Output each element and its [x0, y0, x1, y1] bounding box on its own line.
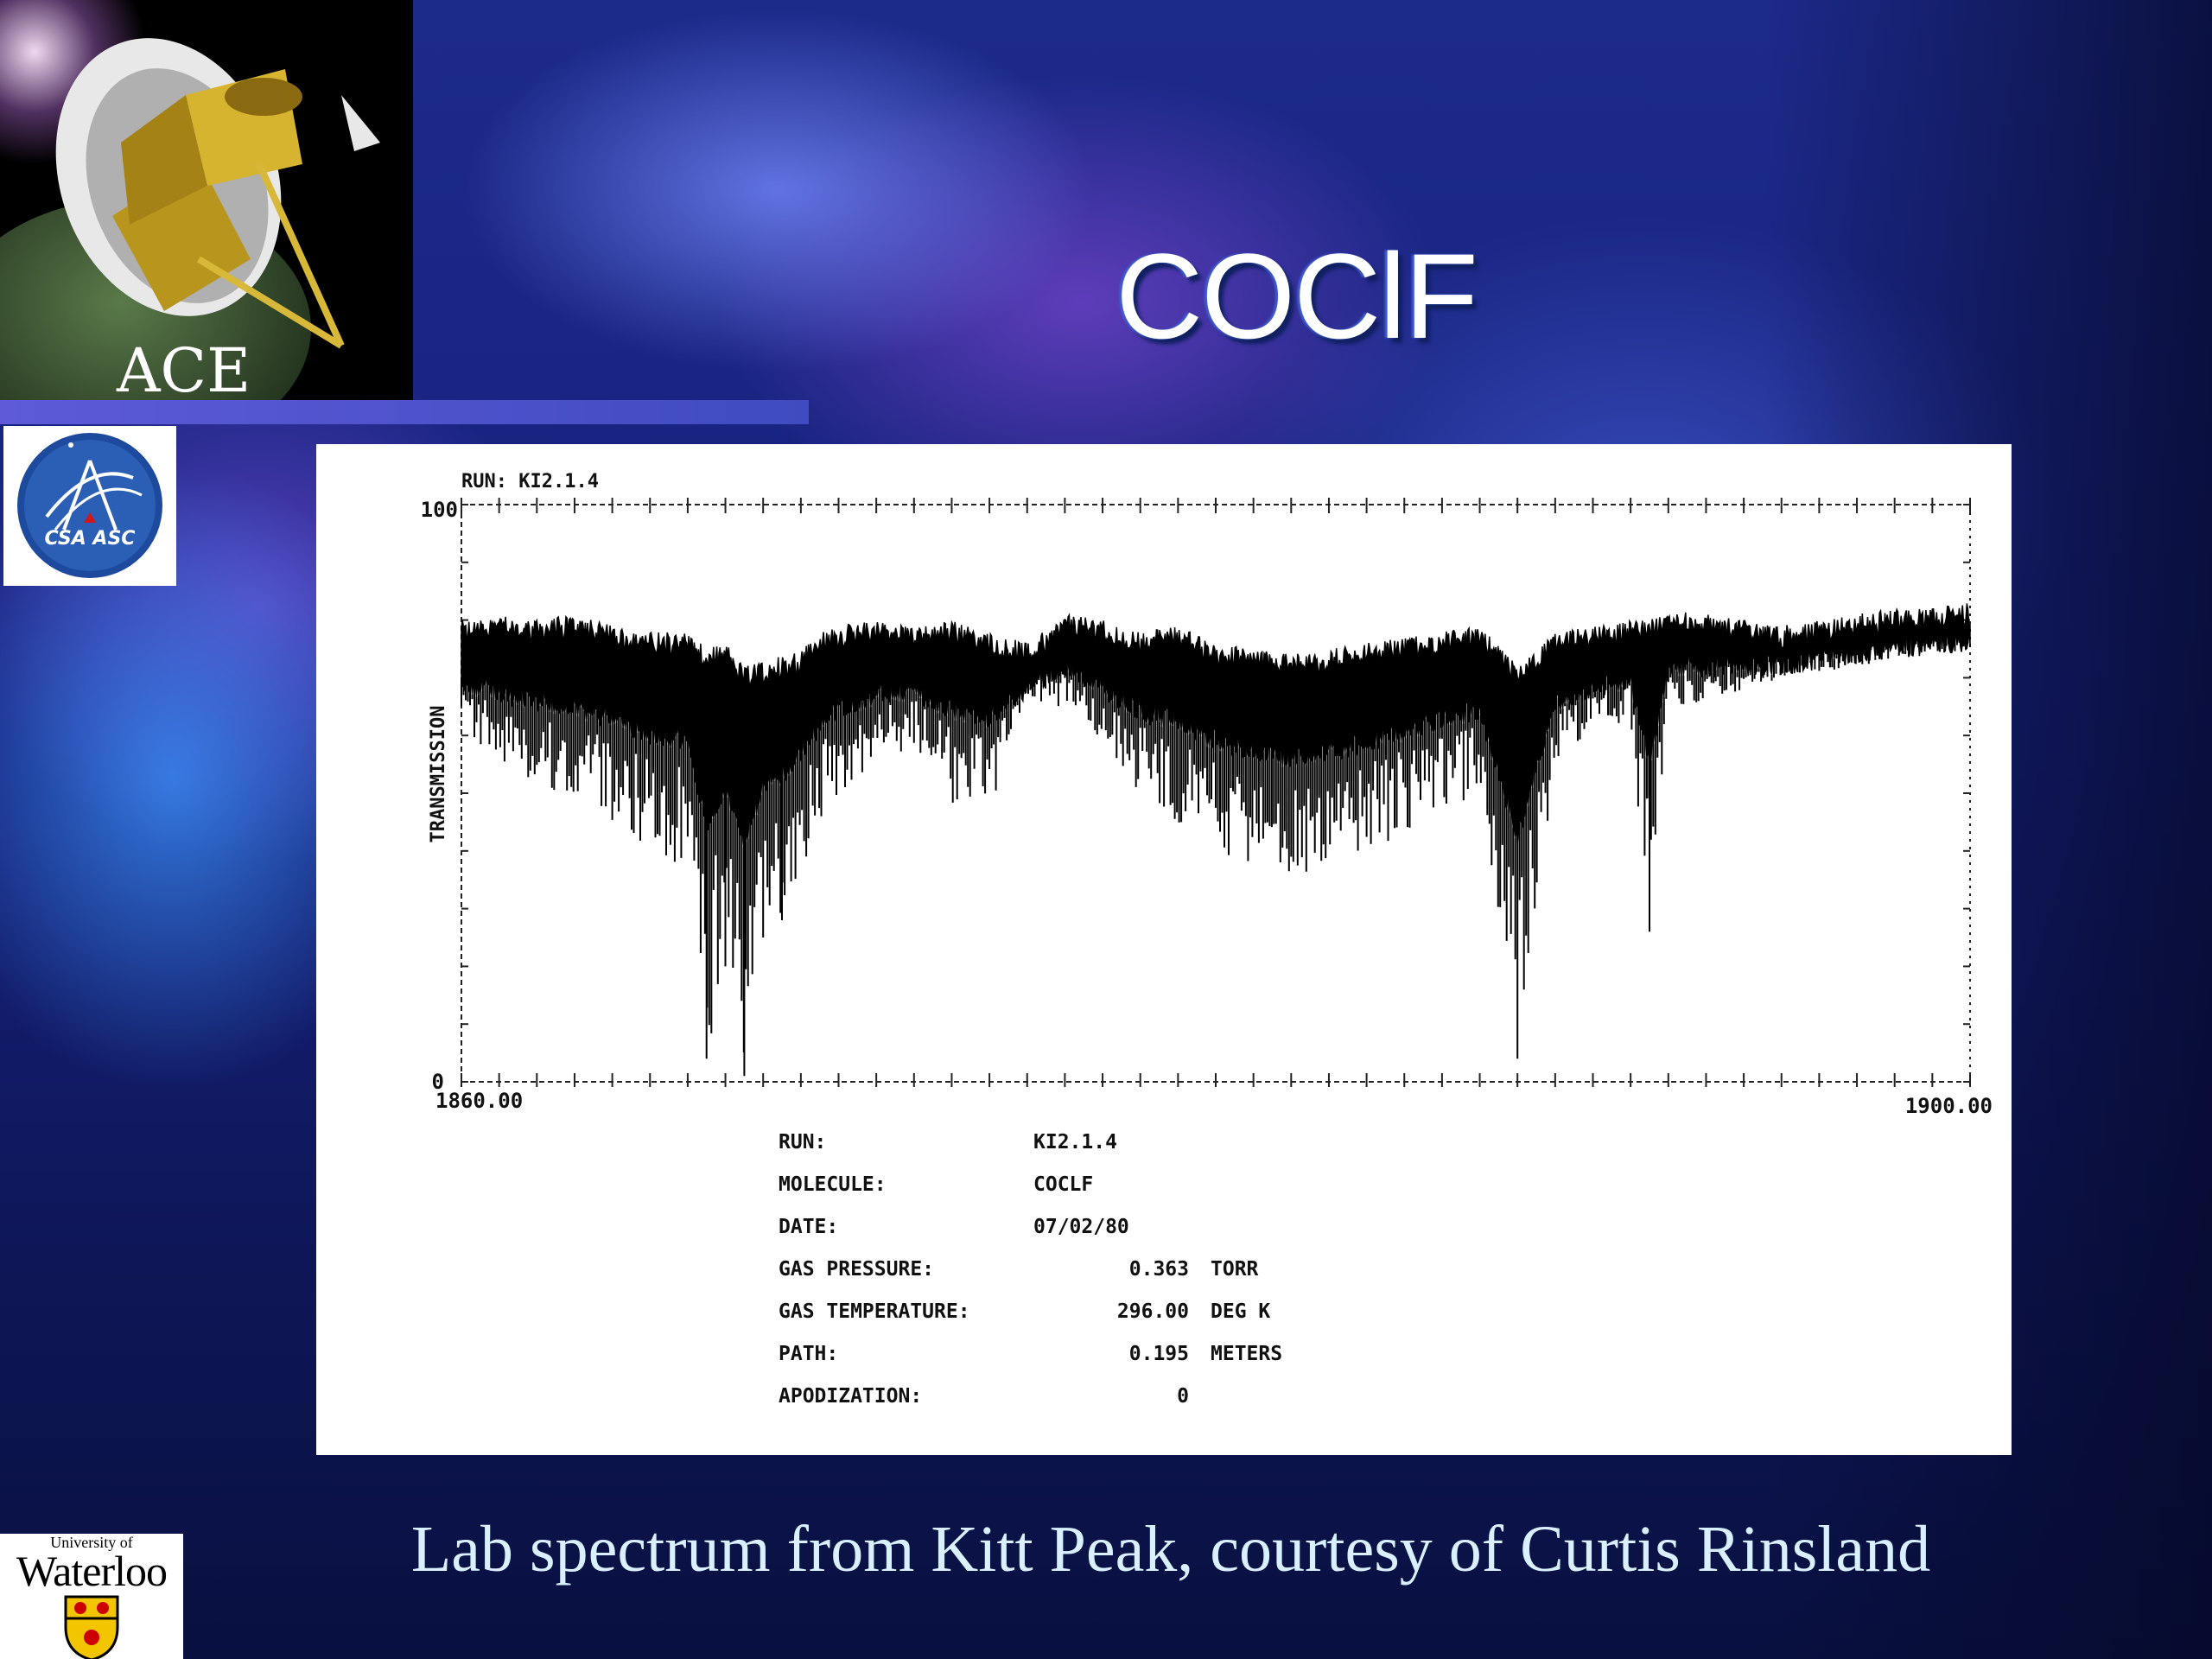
spectrum-plot: 1860.00 1900.00 0 100 RUN: KI2.1.4 TRANSMIS… — [316, 444, 2012, 1455]
info-value: 0.363 — [1128, 1258, 1189, 1281]
slide-caption: Lab spectrum from Kitt Peak, courtesy of… — [410, 1513, 1931, 1586]
info-label: RUN: — [779, 1131, 827, 1154]
info-value: 0.195 — [1128, 1343, 1189, 1365]
info-label: DATE: — [779, 1216, 839, 1238]
y-axis-label: TRANSMISSION — [428, 706, 449, 843]
info-value: COCLF — [1033, 1173, 1094, 1196]
ace-label: ACE — [117, 335, 251, 402]
csa-logo: CSA ASC — [3, 426, 176, 586]
info-label: MOLECULE: — [779, 1173, 887, 1196]
slide-title: COClF — [1116, 228, 1478, 364]
y-tick-label-min: 0 — [432, 1070, 444, 1094]
spectrum-chart: 1860.00 1900.00 0 100 RUN: KI2.1.4 TRANSMIS… — [421, 471, 1993, 1118]
info-value: 296.00 — [1116, 1300, 1189, 1323]
info-value: KI2.1.4 — [1033, 1131, 1117, 1154]
spectrum-series — [461, 603, 1971, 848]
info-unit: METERS — [1211, 1343, 1283, 1365]
decorative-bar — [0, 400, 809, 424]
csa-emblem-icon — [17, 433, 162, 578]
info-label: PATH: — [779, 1343, 839, 1365]
info-value: 07/02/80 — [1033, 1216, 1129, 1238]
run-header: RUN: KI2.1.4 — [461, 471, 599, 493]
csa-label: CSA ASC — [44, 528, 136, 550]
waterloo-small-label: University of — [50, 1534, 133, 1551]
waterloo-logo: University of Waterloo — [0, 1534, 183, 1659]
info-value: 0 — [1177, 1385, 1189, 1408]
info-label: GAS PRESSURE: — [779, 1258, 935, 1281]
info-unit: DEG K — [1211, 1300, 1271, 1323]
x-tick-label-min: 1860.00 — [435, 1089, 523, 1113]
ace-logo: ACE — [0, 0, 413, 402]
info-unit: TORR — [1211, 1258, 1259, 1281]
info-label: GAS TEMPERATURE: — [779, 1300, 970, 1323]
satellite-icon — [55, 38, 380, 349]
waterloo-name: Waterloo — [16, 1547, 168, 1595]
y-tick-label-max: 100 — [421, 498, 458, 522]
info-label: APODIZATION: — [779, 1385, 923, 1408]
x-tick-label-max: 1900.00 — [1905, 1094, 1993, 1118]
waterloo-crest-icon — [64, 1595, 119, 1659]
